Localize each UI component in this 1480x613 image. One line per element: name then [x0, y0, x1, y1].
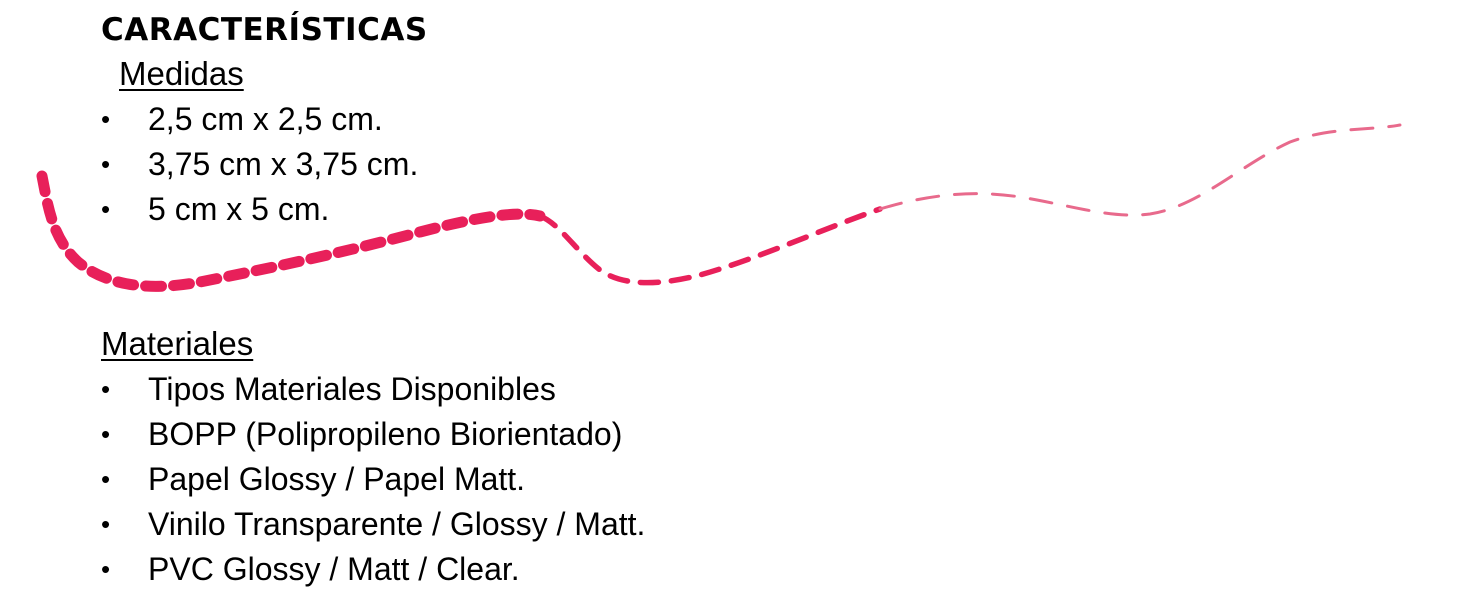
list-item-text: Papel Glossy / Papel Matt.: [148, 461, 526, 497]
list-item-text: PVC Glossy / Matt / Clear.: [148, 551, 520, 587]
swoosh-strokes: [36, 123, 1402, 292]
bullet-icon: •: [101, 104, 111, 134]
page-title: CARACTERÍSTICAS: [101, 12, 428, 48]
list-item-text: 5 cm x 5 cm.: [148, 191, 330, 227]
materiales-heading: Materiales: [101, 325, 254, 362]
bullet-icon: •: [101, 554, 111, 584]
list-item-text: 2,5 cm x 2,5 cm.: [148, 101, 383, 137]
list-item-text: 3,75 cm x 3,75 cm.: [148, 146, 419, 182]
bullet-icon: •: [101, 194, 111, 224]
list-item-text: Tipos Materiales Disponibles: [148, 371, 556, 407]
swoosh-thin-segment: [878, 123, 1402, 217]
list-item-text: Vinilo Transparente / Glossy / Matt.: [148, 506, 646, 542]
bullet-icon: •: [101, 149, 111, 179]
bullet-icon: •: [101, 464, 111, 494]
bullet-icon: •: [101, 374, 111, 404]
medidas-heading: Medidas: [119, 55, 244, 92]
list-item-text: BOPP (Polipropileno Biorientado): [148, 416, 623, 452]
swoosh-thick-segment: [36, 170, 546, 292]
bullet-icon: •: [101, 419, 111, 449]
bullet-icon: •: [101, 509, 111, 539]
swoosh-medium-segment: [537, 206, 883, 286]
